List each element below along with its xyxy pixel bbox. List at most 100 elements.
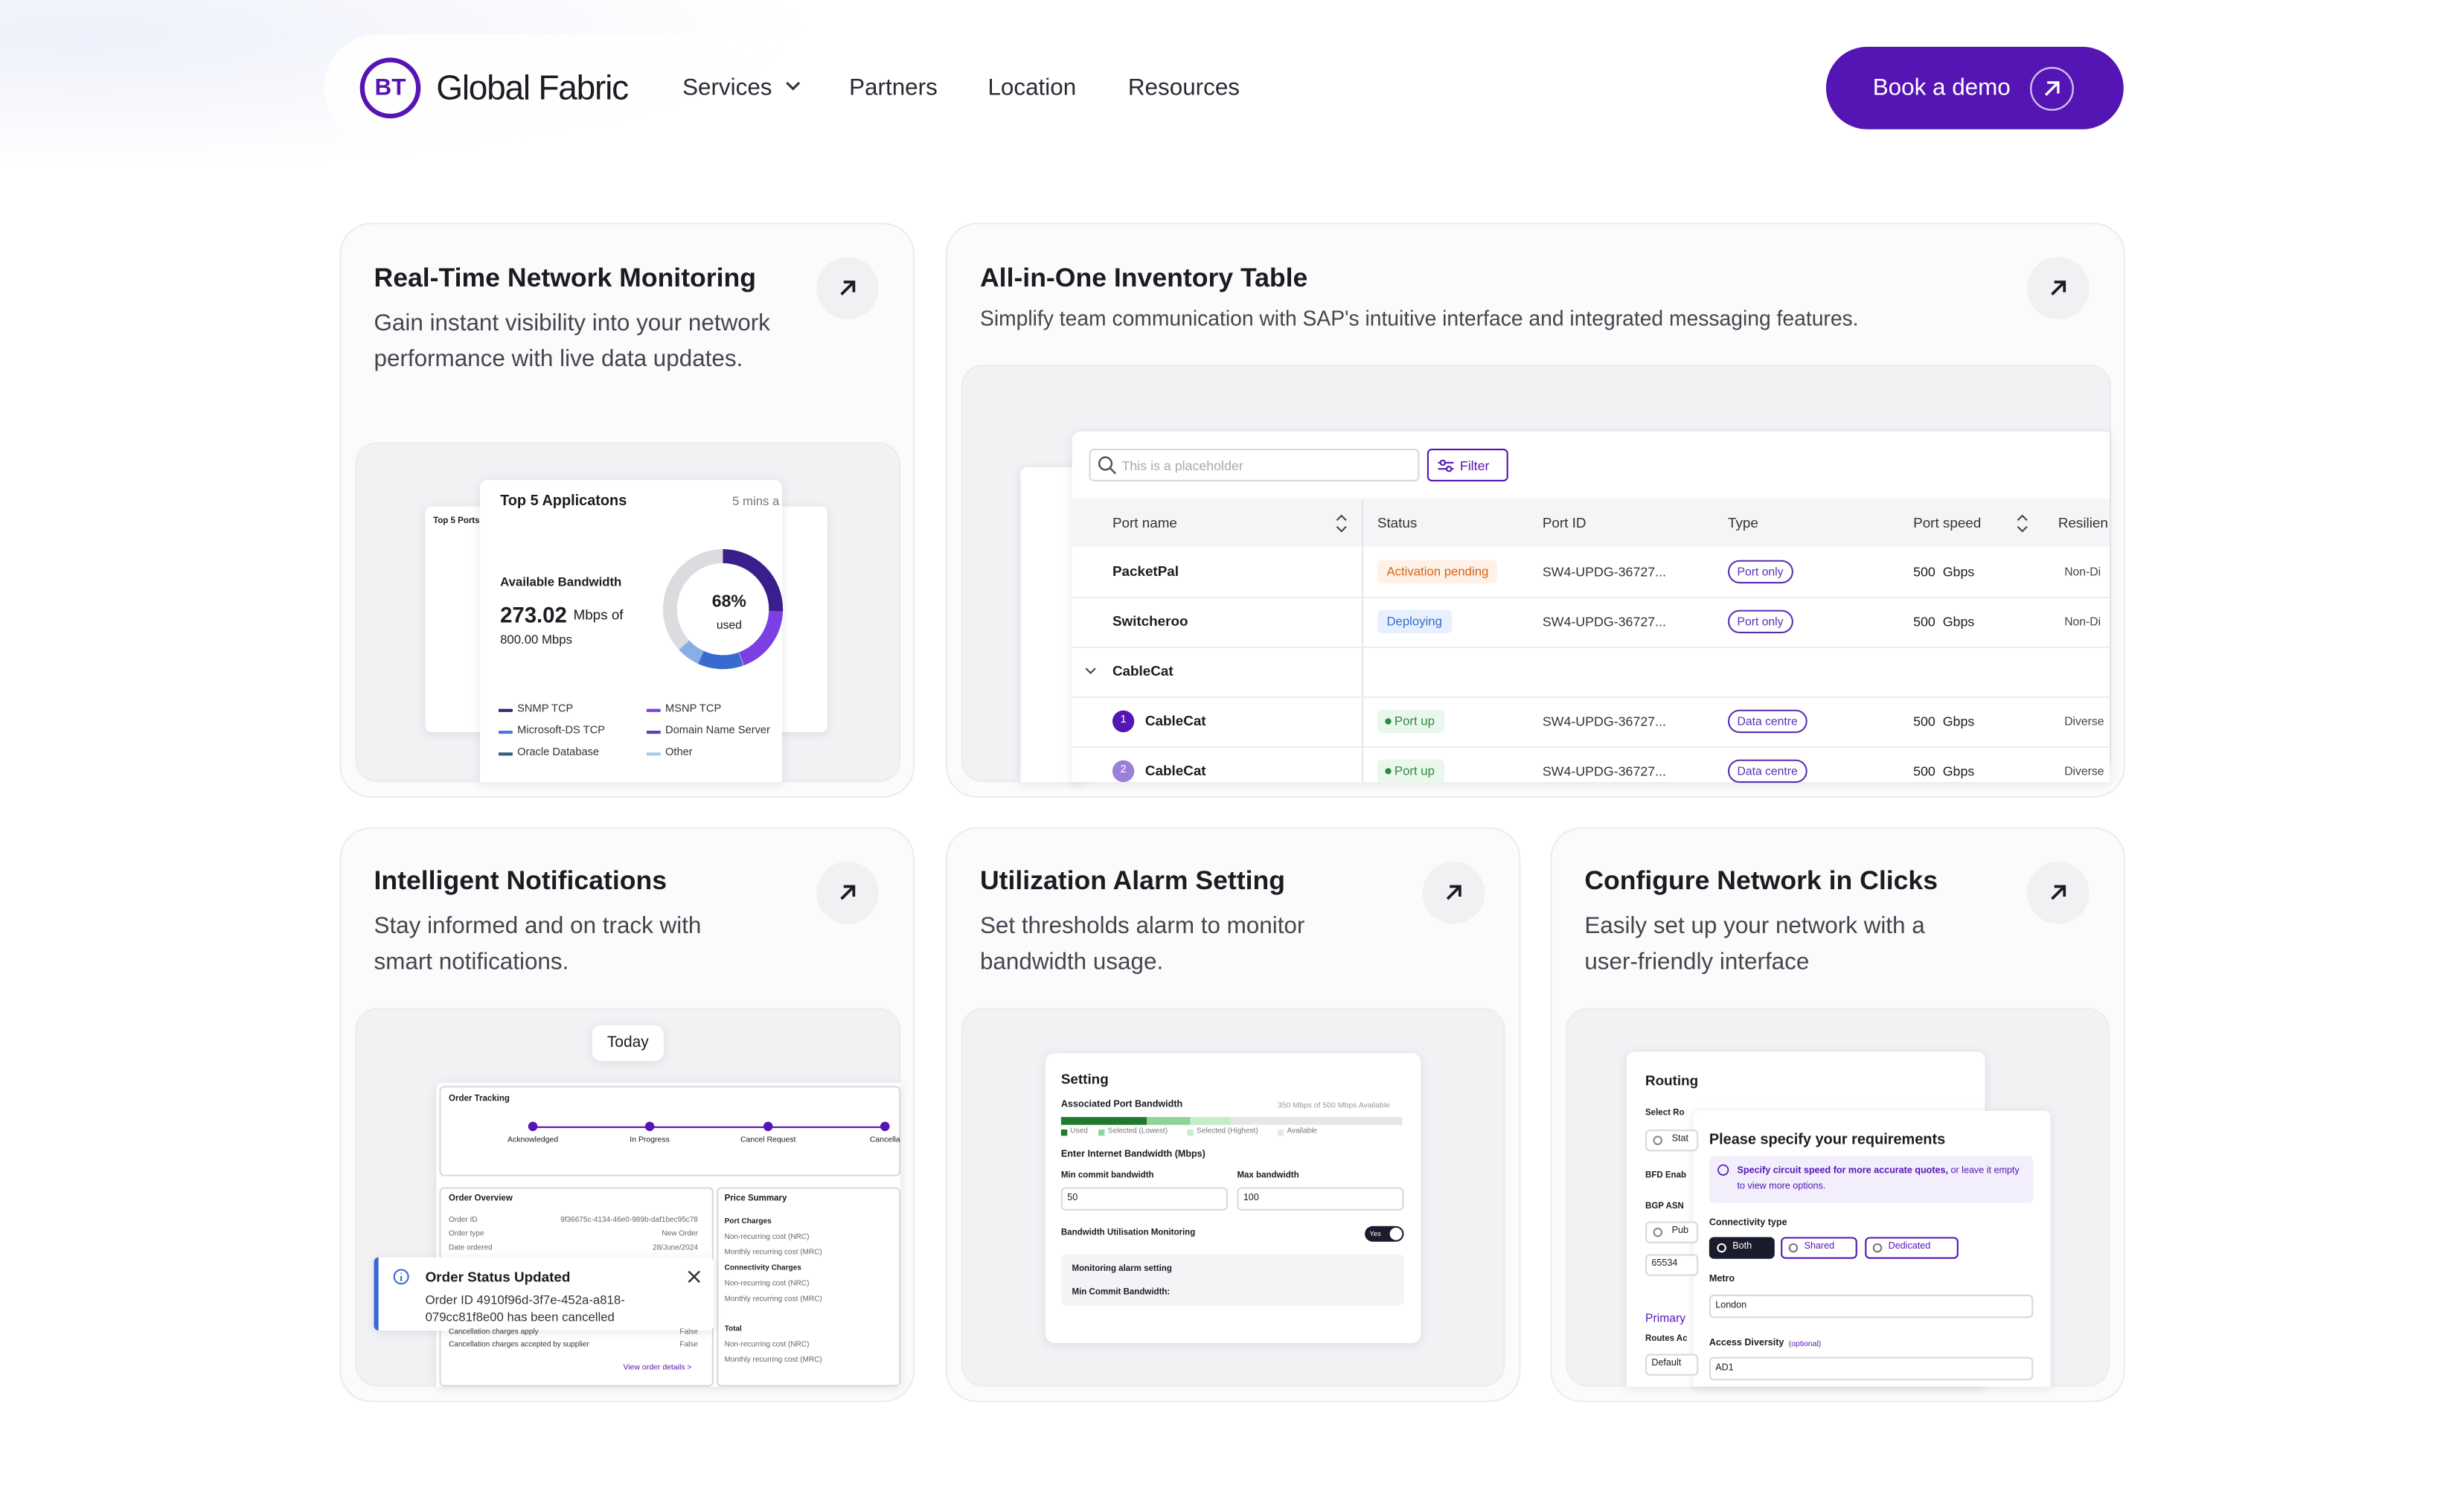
port-name: Switcheroo (1112, 613, 1188, 630)
cta-button[interactable] (1825, 46, 2124, 129)
metro-select[interactable] (1709, 1294, 2034, 1319)
status-badge: Activation pending (1377, 560, 1498, 584)
toast-title: Order Status Updated (425, 1269, 571, 1285)
min-input[interactable] (1060, 1187, 1228, 1211)
routing-label: Default (1651, 1359, 1682, 1369)
sort-icon[interactable] (2016, 514, 2029, 533)
search-box[interactable] (1089, 449, 1420, 481)
close-icon[interactable] (687, 1269, 701, 1284)
diversity-label: Access Diversity (1709, 1339, 1784, 1348)
bar-legend-label: Used (1070, 1128, 1088, 1136)
max-input[interactable] (1237, 1187, 1404, 1211)
min-value: 50 (1067, 1194, 1078, 1204)
resilience: Non-Di (2064, 564, 2101, 579)
diversity-note: (optional) (1788, 1339, 1822, 1350)
type-pill: Data centre (1727, 709, 1808, 734)
alarm-box (1060, 1254, 1404, 1306)
row-divider (1072, 646, 2110, 648)
card-title: Utilization Alarm Setting (979, 865, 1285, 896)
tracking-box (439, 1086, 901, 1176)
nav-link[interactable]: Resources (1127, 74, 1240, 102)
arrow-icon (840, 281, 856, 296)
legend-swatch (499, 752, 513, 756)
routing-input[interactable] (1645, 1354, 1699, 1376)
arrow-icon (1446, 885, 1461, 900)
setting-heading: Setting (1060, 1071, 1109, 1087)
bar-selected-high (1190, 1117, 1232, 1125)
bar-used (1060, 1117, 1147, 1125)
chevron (786, 81, 801, 91)
nav-link[interactable]: Location (987, 74, 1077, 102)
tracking-heading: Order Tracking (449, 1095, 510, 1104)
port-id: SW4-UPDG-36727... (1542, 563, 1667, 580)
port-speed: 500 Gbps (1913, 763, 1975, 779)
logo[interactable] (359, 57, 421, 119)
legend-label: MSNP TCP (665, 703, 722, 715)
legend-swatch (646, 752, 661, 756)
routing-input[interactable] (1645, 1221, 1699, 1243)
sort-icon[interactable] (1335, 514, 1348, 533)
price-row: Port Charges (724, 1218, 772, 1227)
card-arrow[interactable] (816, 257, 879, 320)
card-arrow[interactable] (816, 861, 879, 924)
details-link[interactable]: View order details > (623, 1363, 692, 1373)
bar-legend-label: Selected (Lowest) (1107, 1128, 1168, 1136)
legend-swatch (646, 730, 661, 734)
step-label: Cancel Request (740, 1135, 796, 1145)
legend-label: Microsoft-DS TCP (517, 725, 605, 737)
min-label: Min commit bandwidth (1060, 1170, 1154, 1181)
cta-icon (2029, 66, 2074, 111)
gauge-label: used (716, 618, 742, 632)
info-icon (1717, 1164, 1729, 1176)
card-arrow[interactable] (2026, 257, 2090, 320)
price-row: Non-recurring cost (NRC) (724, 1342, 810, 1350)
routing-label: Select Ro (1645, 1109, 1685, 1118)
day-chip (592, 1025, 664, 1061)
legend-swatch (646, 708, 661, 712)
donut (662, 549, 784, 670)
row-divider (1072, 596, 2110, 598)
column-header: Port name (1112, 515, 1177, 531)
type-pill: Port only (1727, 560, 1793, 584)
brand[interactable]: Global Fabric (436, 68, 629, 108)
expand-icon[interactable] (1084, 667, 1097, 676)
step-dot (880, 1121, 890, 1132)
overview-value: False (679, 1329, 698, 1337)
radio (1872, 1243, 1883, 1253)
routing-label: BGP ASN (1645, 1202, 1684, 1212)
filter-icon (1438, 459, 1454, 472)
legend-label: Oracle Database (517, 747, 600, 759)
port-speed: 500 Gbps (1913, 713, 1975, 729)
overview-key: Date ordered (449, 1245, 493, 1253)
bandwidth-label: Available Bandwidth (500, 575, 622, 589)
legend-label: Domain Name Server (665, 725, 770, 737)
routing-label: Routes Ac (1645, 1334, 1688, 1345)
table-header (1072, 499, 2110, 547)
option-label: Dedicated (1888, 1242, 1931, 1252)
legend-label: SNMP TCP (517, 703, 574, 715)
price-row: Total (724, 1326, 742, 1335)
nav-link[interactable]: Services (682, 74, 772, 102)
routing-input[interactable] (1645, 1254, 1699, 1276)
card-arrow[interactable] (1422, 861, 1485, 924)
card-title: Real-Time Network Monitoring (374, 263, 757, 293)
search-placeholder: This is a placeholder (1121, 458, 1243, 474)
overview-key: Cancellation charges accepted by supplie… (449, 1341, 589, 1350)
port-id: SW4-UPDG-36727... (1542, 713, 1667, 729)
card-arrow[interactable] (2026, 861, 2090, 924)
diversity-select[interactable] (1709, 1356, 2034, 1381)
nav-link[interactable]: Partners (849, 74, 938, 102)
port-name: CableCat (1144, 713, 1206, 729)
gauge-value: 68% (711, 592, 746, 612)
max-label: Max bandwidth (1237, 1170, 1299, 1181)
resilience: Non-Di (2064, 614, 2101, 629)
routing-label: Primary (1645, 1310, 1686, 1325)
overview-key: Order type (449, 1231, 484, 1239)
card-title: All-in-One Inventory Table (979, 263, 1308, 293)
radio (1717, 1243, 1726, 1253)
preview-time: 5 mins a (732, 494, 780, 508)
filter-button[interactable] (1427, 449, 1508, 481)
availability: 350 Mbps of 500 Mbps Available (1277, 1101, 1391, 1111)
port-name: PacketPal (1112, 563, 1179, 580)
bandwidth-total: 800.00 Mbps (500, 632, 572, 647)
